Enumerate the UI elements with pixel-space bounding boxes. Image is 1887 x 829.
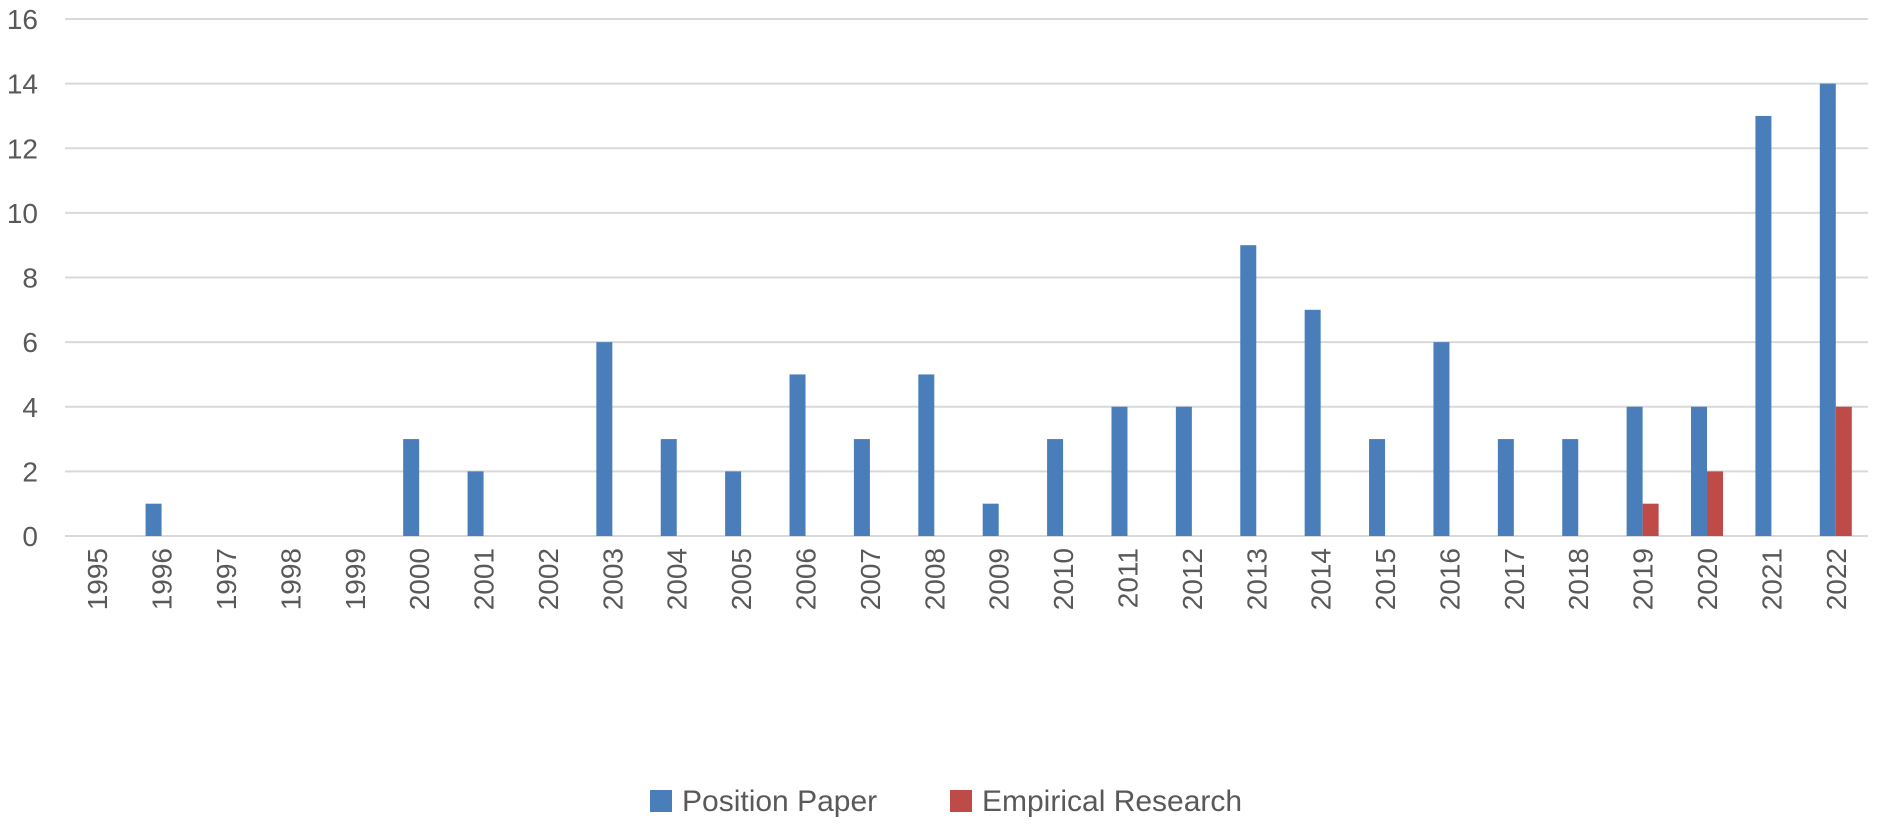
x-tick-label: 2006: [791, 548, 822, 610]
x-tick-label: 2008: [919, 548, 950, 610]
bar-empirical-research-2020: [1707, 471, 1724, 536]
x-tick-label: 2020: [1692, 548, 1723, 610]
x-tick-label: 1998: [275, 548, 306, 610]
bar-position-paper-2007: [853, 439, 870, 536]
bar-position-paper-2000: [403, 439, 420, 536]
bar-position-paper-2020: [1691, 406, 1708, 536]
legend-label-empirical-research: Empirical Research: [982, 785, 1242, 818]
bar-position-paper-2022: [1819, 83, 1836, 536]
bar-position-paper-1996: [145, 503, 162, 536]
legend: Position Paper Empirical Research: [650, 785, 1242, 818]
x-tick-label: 2015: [1370, 548, 1401, 610]
bar-position-paper-2005: [725, 471, 742, 536]
bar-position-paper-2004: [660, 439, 677, 536]
x-tick-label: 2010: [1048, 548, 1079, 610]
x-tick-label: 1999: [340, 548, 371, 610]
y-tick-label: 2: [22, 456, 38, 487]
bar-position-paper-2001: [467, 471, 484, 536]
x-tick-label: 1997: [211, 548, 242, 610]
bar-position-paper-2008: [918, 374, 935, 536]
bar-position-paper-2012: [1175, 406, 1192, 536]
y-tick-label: 0: [22, 521, 38, 552]
x-tick-label: 2019: [1628, 548, 1659, 610]
x-tick-label: 2011: [1112, 548, 1143, 608]
gridlines: [65, 18, 1868, 537]
legend-swatch-empirical-research: [950, 790, 972, 812]
legend-label-position-paper: Position Paper: [682, 785, 877, 818]
bar-position-paper-2013: [1240, 245, 1257, 536]
x-tick-label: 1996: [147, 548, 178, 610]
bar-empirical-research-2019: [1642, 503, 1659, 536]
bar-position-paper-2017: [1497, 439, 1514, 536]
bar-position-paper-2010: [1047, 439, 1064, 536]
bar-position-paper-2003: [596, 342, 613, 536]
y-tick-label: 16: [7, 4, 38, 35]
x-axis-ticks: 1995 1996 1997 1998 1999 2000 2001 2002 2003 2004…: [82, 548, 1852, 610]
y-tick-label: 10: [7, 198, 38, 229]
y-axis-ticks: 0 2 4 6 8 10 12 14 16: [7, 4, 38, 552]
y-tick-label: 14: [7, 69, 38, 100]
y-tick-label: 12: [7, 133, 38, 164]
x-tick-label: 1995: [82, 548, 113, 610]
x-tick-label: 2003: [597, 548, 628, 610]
bar-position-paper-2014: [1304, 309, 1321, 536]
y-tick-label: 8: [22, 263, 38, 294]
x-tick-label: 2005: [726, 548, 757, 610]
x-tick-label: 2002: [533, 548, 564, 610]
bar-position-paper-2018: [1562, 439, 1579, 536]
bar-empirical-research-2022: [1835, 406, 1852, 536]
bar-position-paper-2011: [1111, 406, 1128, 536]
bar-position-paper-2021: [1755, 115, 1772, 536]
x-tick-label: 2014: [1306, 548, 1337, 610]
bar-position-paper-2006: [789, 374, 806, 536]
x-tick-label: 2007: [855, 548, 886, 610]
x-tick-label: 2017: [1499, 548, 1530, 610]
bar-position-paper-2009: [982, 503, 999, 536]
x-tick-label: 2004: [662, 548, 693, 610]
bars: [145, 83, 1852, 536]
x-tick-label: 2001: [469, 548, 500, 610]
x-tick-label: 2018: [1563, 548, 1594, 610]
x-tick-label: 2013: [1241, 548, 1272, 610]
bar-position-paper-2019: [1626, 406, 1643, 536]
x-tick-label: 2016: [1434, 548, 1465, 610]
legend-swatch-position-paper: [650, 790, 672, 812]
x-tick-label: 2022: [1821, 548, 1852, 610]
x-tick-label: 2009: [984, 548, 1015, 610]
bar-position-paper-2016: [1433, 342, 1450, 536]
y-tick-label: 6: [22, 327, 38, 358]
bar-position-paper-2015: [1369, 439, 1386, 536]
x-tick-label: 2012: [1177, 548, 1208, 610]
x-tick-label: 2000: [404, 548, 435, 610]
y-tick-label: 4: [22, 392, 38, 423]
x-tick-label: 2021: [1756, 548, 1787, 610]
